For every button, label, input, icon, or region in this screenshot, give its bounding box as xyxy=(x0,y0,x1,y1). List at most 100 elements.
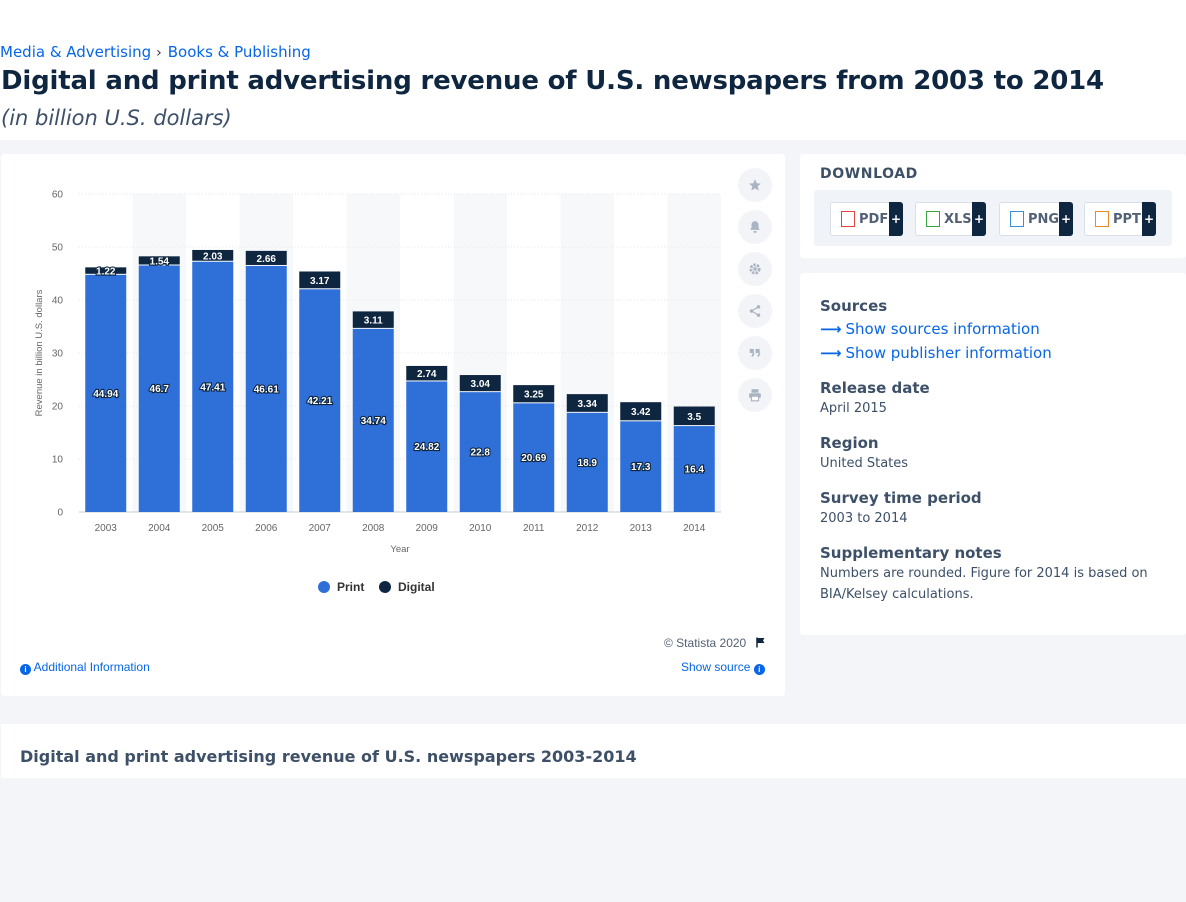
data-label-digital: 3.04 xyxy=(471,379,491,390)
notification-button[interactable] xyxy=(738,210,772,244)
breadcrumb-item-books[interactable]: Books & Publishing xyxy=(167,43,311,61)
y-axis-title: Revenue in billion U.S. dollars xyxy=(34,289,45,416)
statistic-details-card: Sources ⟶ Show sources information ⟶ Show … xyxy=(800,273,1186,635)
bar-print xyxy=(245,265,287,512)
x-tick-label: 2004 xyxy=(148,523,171,534)
gear-icon xyxy=(749,263,761,275)
additional-information-link[interactable]: i Additional Information xyxy=(20,660,150,675)
legend-label-print: Print xyxy=(337,580,364,594)
bar-print xyxy=(673,426,715,512)
download-title: DOWNLOAD xyxy=(820,166,918,182)
x-tick-label: 2009 xyxy=(416,523,439,534)
share-button[interactable] xyxy=(738,294,772,328)
cite-button[interactable] xyxy=(738,336,772,370)
x-tick-label: 2011 xyxy=(523,523,545,534)
info-icon: i xyxy=(20,664,31,675)
data-label-digital: 1.22 xyxy=(96,267,116,278)
ppt-label: PPT xyxy=(1113,211,1141,227)
download-card: DOWNLOAD PDF + XLS + PNG + PPT + xyxy=(800,154,1186,258)
data-label-digital: 3.5 xyxy=(687,412,701,423)
download-png-button[interactable]: PNG + xyxy=(999,202,1073,236)
xls-file-icon xyxy=(926,211,940,227)
download-bar: PDF + XLS + PNG + PPT + xyxy=(814,190,1172,246)
bar-digital xyxy=(138,256,180,265)
data-label-digital: 2.74 xyxy=(417,369,437,380)
copyright-text: © Statista 2020 xyxy=(664,636,747,650)
y-tick-label: 40 xyxy=(52,296,64,307)
supplementary-notes-line-1: Numbers are rounded. Figure for 2014 is … xyxy=(820,566,1148,581)
x-tick-label: 2005 xyxy=(202,523,225,534)
bar-print xyxy=(513,403,555,512)
data-label-print: 44.94 xyxy=(93,389,118,400)
survey-period-heading: Survey time period xyxy=(820,489,982,507)
survey-period-value: 2003 to 2014 xyxy=(820,511,908,526)
bar-digital xyxy=(352,311,394,328)
flag-icon xyxy=(756,637,765,648)
related-statistic-card: Digital and print advertising revenue of… xyxy=(1,724,1186,778)
share-icon xyxy=(749,305,761,317)
bar-digital xyxy=(673,406,715,426)
print-button[interactable] xyxy=(738,378,772,412)
bar-digital xyxy=(245,250,287,265)
show-source-link[interactable]: Show source i xyxy=(681,660,765,675)
info-icon: i xyxy=(753,664,765,675)
bar-digital xyxy=(406,365,448,381)
bar-digital xyxy=(566,394,608,412)
y-tick-label: 0 xyxy=(57,508,63,519)
download-ppt-button[interactable]: PPT + xyxy=(1084,202,1156,236)
bar-print xyxy=(459,392,501,512)
download-pdf-button[interactable]: PDF + xyxy=(830,202,903,236)
bar-digital xyxy=(192,249,234,261)
x-tick-label: 2010 xyxy=(469,523,492,534)
page-title: Digital and print advertising revenue of… xyxy=(1,66,1104,96)
data-label-print: 20.69 xyxy=(521,453,546,464)
chart-toolbar xyxy=(738,168,774,420)
region-heading: Region xyxy=(820,434,879,452)
bar-print xyxy=(620,421,662,512)
legend-marker-print xyxy=(318,581,330,593)
settings-button[interactable] xyxy=(738,252,772,286)
bar-digital xyxy=(459,375,501,392)
data-label-print: 42.21 xyxy=(307,396,332,407)
breadcrumb-item-media[interactable]: Media & Advertising xyxy=(0,43,152,61)
chart-card: 0 10 20 30 40 50 60 44.94 1.22 2003 46.7 1.54 2004 47… xyxy=(1,154,785,696)
quote-icon xyxy=(749,348,761,357)
data-label-print: 47.41 xyxy=(200,382,225,393)
show-publisher-link[interactable]: ⟶ Show publisher information xyxy=(820,344,1052,362)
x-tick-label: 2012 xyxy=(576,523,599,534)
additional-information-label: Additional Information xyxy=(33,660,150,674)
show-sources-link[interactable]: ⟶ Show sources information xyxy=(820,320,1040,338)
y-tick-label: 30 xyxy=(52,349,64,360)
stacked-bar-chart: 0 10 20 30 40 50 60 44.94 1.22 2003 46.7 1.54 2004 47… xyxy=(34,190,721,594)
y-tick-label: 10 xyxy=(52,455,64,466)
data-label-digital: 3.42 xyxy=(631,407,651,418)
data-label-print: 18.9 xyxy=(578,458,598,469)
x-tick-label: 2013 xyxy=(630,523,653,534)
bar-print xyxy=(406,381,448,512)
bar-digital xyxy=(299,271,341,289)
release-date-heading: Release date xyxy=(820,379,930,397)
related-statistic-title[interactable]: Digital and print advertising revenue of… xyxy=(20,747,637,766)
pdf-file-icon xyxy=(841,211,855,227)
ppt-file-icon xyxy=(1095,211,1109,227)
show-sources-label: Show sources information xyxy=(845,320,1040,338)
favorite-button[interactable] xyxy=(738,168,772,202)
download-xls-button[interactable]: XLS + xyxy=(915,202,986,236)
sources-heading: Sources xyxy=(820,297,888,315)
pdf-plus: + xyxy=(889,202,903,236)
report-flag-button[interactable] xyxy=(755,636,767,653)
y-tick-label: 20 xyxy=(52,402,64,413)
y-tick-label: 50 xyxy=(52,243,64,254)
data-label-print: 16.4 xyxy=(685,465,705,476)
data-label-digital: 3.11 xyxy=(364,316,383,327)
star-icon xyxy=(749,179,761,191)
arrow-right-icon: ⟶ xyxy=(820,344,842,362)
png-label: PNG xyxy=(1027,211,1060,227)
show-publisher-label: Show publisher information xyxy=(845,344,1052,362)
x-tick-label: 2003 xyxy=(95,523,118,534)
x-tick-label: 2014 xyxy=(683,523,706,534)
arrow-right-icon: ⟶ xyxy=(820,320,842,338)
x-tick-label: 2006 xyxy=(255,523,278,534)
x-tick-label: 2007 xyxy=(309,523,332,534)
data-label-print: 17.3 xyxy=(631,462,651,473)
